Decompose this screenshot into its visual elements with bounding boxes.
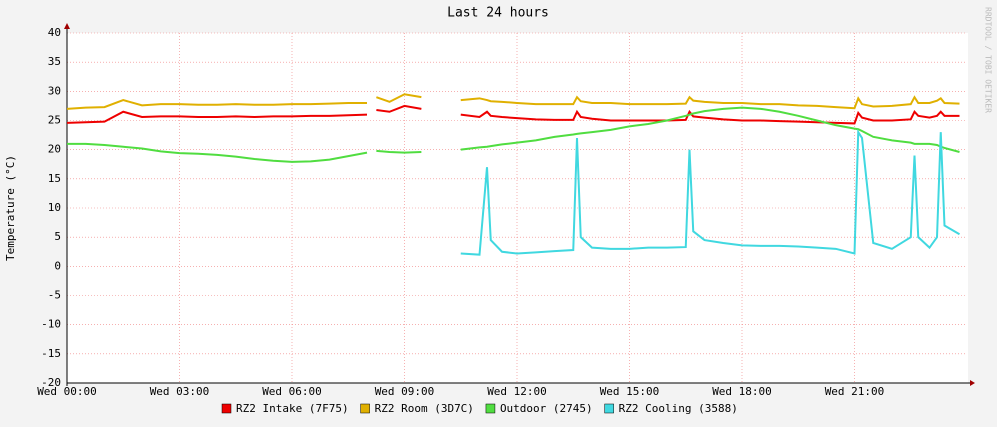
y-tick-label: 15 <box>48 172 61 185</box>
line <box>460 128 961 256</box>
legend-swatch <box>360 403 370 414</box>
legend-label: Outdoor (2745) <box>500 402 593 415</box>
x-tick-label: Wed 15:00 <box>600 385 660 398</box>
watermark: RRDTOOL / TOBI OETIKER <box>984 7 993 113</box>
y-tick-label: 0 <box>54 259 61 272</box>
y-tick-label: 35 <box>48 55 61 68</box>
legend-swatch <box>604 403 614 414</box>
x-tick-label: Wed 09:00 <box>375 385 435 398</box>
legend-label: RZ2 Cooling (3588) <box>619 402 738 415</box>
x-tick-label: Wed 03:00 <box>150 385 210 398</box>
x-tick-label: Wed 06:00 <box>262 385 322 398</box>
axis <box>66 27 971 386</box>
x-tick-label: Wed 18:00 <box>712 385 772 398</box>
y-tick-label: -10 <box>41 318 61 331</box>
y-axis-label: Temperature (°C) <box>4 155 17 261</box>
x-tick-label: Wed 12:00 <box>487 385 547 398</box>
chart-title: Last 24 hours <box>447 6 549 21</box>
legend-label: RZ2 Room (3D7C) <box>375 402 474 415</box>
y-tick-label: 30 <box>48 84 61 97</box>
line <box>66 104 960 125</box>
y-tick-label: 5 <box>54 230 61 243</box>
y-tick-label: -20 <box>41 376 61 389</box>
legend-swatch <box>221 403 232 414</box>
y-tick-label: -5 <box>48 289 61 302</box>
legend-swatch <box>485 403 496 414</box>
line <box>66 93 960 110</box>
y-tick-label: -15 <box>41 347 61 360</box>
legend-label: RZ2 Intake (7F75) <box>236 402 349 415</box>
x-tick-label: Wed 00:00 <box>37 385 97 398</box>
y-tick-label: 40 <box>48 26 61 39</box>
line <box>67 106 960 163</box>
y-tick-label: 20 <box>48 143 61 156</box>
y-tick-label: 25 <box>48 114 61 127</box>
x-tick-label: Wed 21:00 <box>825 385 885 398</box>
y-tick-label: 10 <box>48 201 61 214</box>
